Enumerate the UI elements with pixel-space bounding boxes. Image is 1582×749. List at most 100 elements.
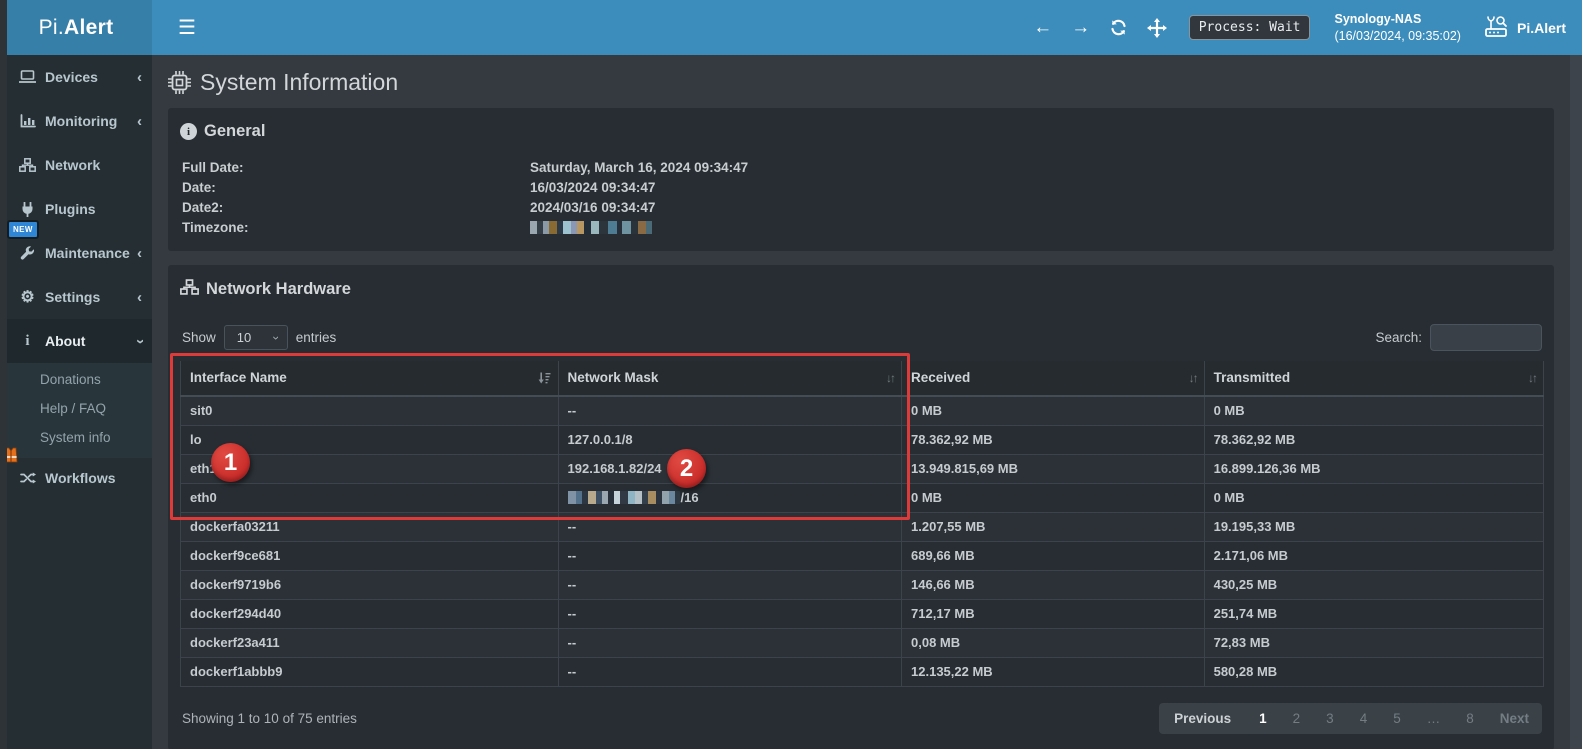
table-row[interactable]: dockerf294d40 -- 712,17 MB 251,74 MB: [180, 599, 1545, 629]
page-right-gutter[interactable]: [1570, 55, 1582, 749]
redacted-ip-mosaic: [567, 491, 680, 504]
pagination-page-4[interactable]: 4: [1359, 710, 1368, 726]
submenu-item-system-info[interactable]: System info: [40, 430, 111, 445]
general-row-full-date: Full Date: Saturday, March 16, 2024 09:3…: [182, 157, 1544, 177]
safety-vest-icon: [2, 446, 20, 467]
router-icon: [1483, 14, 1509, 41]
refresh-icon[interactable]: [1107, 18, 1131, 37]
sidebar-item-devices[interactable]: Devices ‹: [0, 55, 152, 99]
sidebar-item-monitoring[interactable]: Monitoring ‹: [0, 99, 152, 143]
brand-logo[interactable]: Pi. Alert: [0, 0, 152, 55]
cell-transmitted: 72,83 MB: [1203, 628, 1545, 658]
redacted-timezone-value: [530, 220, 652, 234]
about-submenu: Donations Help / FAQ System info: [0, 363, 152, 458]
search-input[interactable]: [1430, 324, 1542, 351]
process-status-badge: Process: Wait: [1188, 15, 1311, 40]
column-header-received[interactable]: Received ↓↑: [901, 361, 1205, 397]
plug-icon: [19, 201, 36, 217]
sitemap-icon: [180, 279, 199, 300]
network-hardware-table: Interface Name Network Mask ↓↑ Received ↓↑…: [180, 361, 1545, 687]
chart-icon: [19, 114, 36, 128]
table-row[interactable]: dockerf1abbb9 -- 12.135,22 MB 580,28 MB: [180, 657, 1545, 687]
cell-interface: lo: [180, 425, 559, 455]
cpu-chip-icon: [168, 71, 191, 94]
cell-interface: dockerf1abbb9: [180, 657, 559, 687]
back-arrow-icon[interactable]: ←: [1033, 17, 1053, 38]
pagination-page-3[interactable]: 3: [1326, 710, 1334, 726]
network-hardware-panel: Network Hardware Show 10 ‹ entries Searc…: [168, 265, 1554, 749]
network-hardware-panel-title: Network Hardware: [206, 280, 351, 298]
general-value: 2024/03/16 09:34:47: [530, 199, 656, 215]
table-row[interactable]: eth0 /16 0 MB 0 MB: [180, 483, 1545, 513]
page-title-text: System Information: [200, 69, 399, 95]
chevron-left-icon: ‹: [137, 112, 142, 130]
cell-received: 712,17 MB: [901, 599, 1205, 629]
pagination: Previous 1 2 3 4 5 … 8 Next: [1159, 702, 1542, 734]
pagination-page-5[interactable]: 5: [1393, 710, 1401, 726]
pagination-next-button[interactable]: Next: [1499, 710, 1529, 726]
sidebar-nav: Devices ‹ Monitoring ‹ Network Plugins N…: [0, 55, 152, 749]
cell-mask-redacted: /16: [557, 483, 903, 513]
brand-suffix: Alert: [64, 15, 114, 39]
pagination-previous-button[interactable]: Previous: [1174, 710, 1232, 726]
cell-received: 12.135,22 MB: [901, 657, 1205, 687]
forward-arrow-icon[interactable]: →: [1071, 17, 1091, 38]
submenu-item-help-faq[interactable]: Help / FAQ: [40, 401, 107, 416]
sidebar-item-label: Maintenance: [45, 245, 130, 261]
pagination-page-2[interactable]: 2: [1292, 710, 1301, 726]
table-row[interactable]: eth1 192.168.1.82/24 13.949.815,69 MB 16…: [180, 454, 1545, 484]
general-row-date2: Date2: 2024/03/16 09:34:47: [182, 197, 1544, 217]
move-icon[interactable]: [1145, 17, 1169, 38]
cell-mask: --: [557, 657, 903, 687]
column-header-interface-name[interactable]: Interface Name: [180, 361, 559, 397]
cell-received: 13.949.815,69 MB: [901, 454, 1205, 484]
sidebar-item-workflows[interactable]: Workflows: [0, 447, 152, 498]
screen-edge-strip: [0, 0, 7, 749]
general-panel: i General Full Date: Saturday, March 16,…: [168, 108, 1554, 251]
cell-received: 78.362,92 MB: [901, 425, 1205, 455]
sidebar-toggle-hamburger-icon[interactable]: ☰: [178, 17, 196, 39]
table-row[interactable]: dockerf9ce681 -- 689,66 MB 2.171,06 MB: [180, 541, 1545, 571]
cell-transmitted: 2.171,06 MB: [1203, 541, 1545, 571]
cell-transmitted: 430,25 MB: [1203, 570, 1545, 600]
table-row[interactable]: lo 127.0.0.1/8 78.362,92 MB 78.362,92 MB: [180, 425, 1545, 455]
sidebar-item-plugins[interactable]: Plugins: [0, 187, 152, 231]
cell-transmitted: 78.362,92 MB: [1203, 425, 1545, 455]
sidebar-item-maintenance[interactable]: NEW Maintenance ‹: [0, 220, 152, 275]
search-label: Search:: [1375, 330, 1422, 345]
sidebar-item-about[interactable]: i About ‹: [0, 319, 152, 363]
general-label: Date:: [182, 179, 216, 195]
general-row-timezone: Timezone:: [182, 217, 1544, 237]
table-row[interactable]: sit0 -- 0 MB 0 MB: [180, 396, 1545, 426]
wrench-icon: [19, 245, 36, 261]
submenu-item-donations[interactable]: Donations: [40, 372, 101, 387]
chevron-down-icon: ‹: [131, 338, 148, 344]
entries-label: entries: [295, 330, 337, 345]
cell-transmitted: 19.195,33 MB: [1203, 512, 1545, 542]
cell-interface: dockerf9719b6: [180, 570, 559, 600]
table-row[interactable]: dockerf9719b6 -- 146,66 MB 430,25 MB: [180, 570, 1545, 600]
user-menu[interactable]: Pi.Alert: [1483, 14, 1566, 41]
column-header-transmitted[interactable]: Transmitted ↓↑: [1203, 361, 1545, 397]
column-header-network-mask[interactable]: Network Mask ↓↑: [557, 361, 903, 397]
sort-both-icon: ↓↑: [886, 371, 896, 385]
table-row[interactable]: dockerf23a411 -- 0,08 MB 72,83 MB: [180, 628, 1545, 658]
cell-received: 689,66 MB: [901, 541, 1205, 571]
new-badge: NEW: [7, 220, 39, 239]
sidebar-item-settings[interactable]: ⚙ Settings ‹: [0, 275, 152, 319]
sidebar-item-label: Monitoring: [45, 113, 118, 129]
table-row[interactable]: dockerfa03211 -- 1.207,55 MB 19.195,33 M…: [180, 512, 1545, 542]
sidebar-item-network[interactable]: Network: [0, 143, 152, 187]
shuffle-icon: [19, 472, 36, 484]
sort-both-icon: ↓↑: [1528, 371, 1538, 385]
page-length-select[interactable]: 10 ‹: [223, 325, 288, 350]
user-label: Pi.Alert: [1516, 19, 1566, 36]
cell-interface: eth0: [180, 483, 559, 513]
pagination-page-8[interactable]: 8: [1466, 710, 1474, 726]
pagination-page-1[interactable]: 1: [1259, 710, 1267, 726]
entries-summary: Showing 1 to 10 of 75 entries: [182, 710, 357, 726]
table-footer: Showing 1 to 10 of 75 entries Previous 1…: [182, 702, 1542, 734]
cell-interface: dockerf294d40: [180, 599, 559, 629]
sort-amount-desc-icon: [538, 372, 551, 385]
